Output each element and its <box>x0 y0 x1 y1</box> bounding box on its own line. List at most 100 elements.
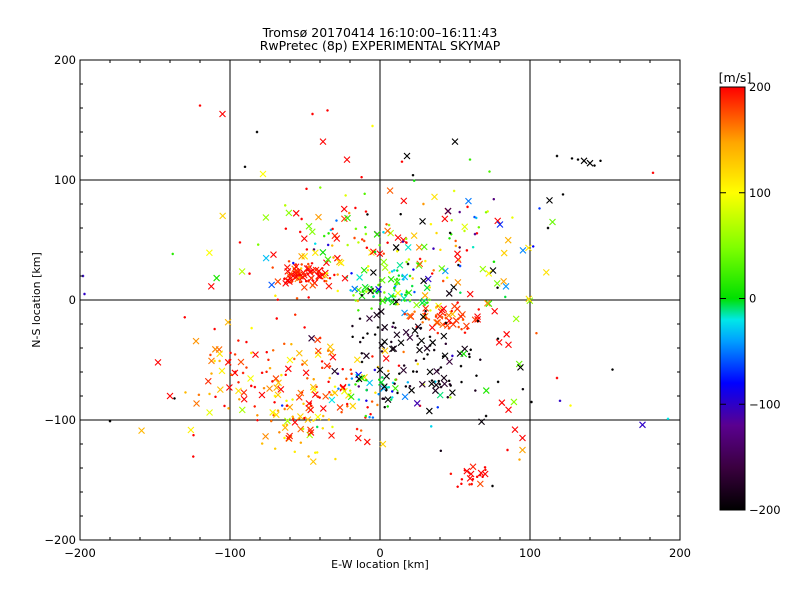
data-point-plus <box>288 272 292 276</box>
data-point-plus <box>444 316 448 320</box>
data-point-plus <box>413 310 416 313</box>
data-point-cross <box>373 231 381 238</box>
data-point-cross <box>467 470 475 478</box>
data-point-plus <box>331 425 334 429</box>
data-point-cross <box>273 384 281 391</box>
data-point-plus <box>439 366 443 369</box>
data-point-cross <box>341 387 348 395</box>
data-point-cross <box>300 283 308 291</box>
data-point-cross <box>423 344 431 352</box>
data-point-plus <box>470 482 473 486</box>
data-point-plus <box>395 283 398 286</box>
data-point-cross <box>295 394 303 401</box>
data-point-plus <box>391 396 394 399</box>
data-point-plus <box>436 331 439 335</box>
data-point-cross <box>421 292 429 299</box>
data-point-cross <box>269 409 277 416</box>
data-point-cross <box>394 289 402 297</box>
data-point-cross <box>262 254 270 262</box>
data-point-plus <box>422 357 426 360</box>
data-point-plus <box>184 391 187 394</box>
data-point-cross <box>216 386 224 394</box>
data-point-plus <box>350 377 354 380</box>
data-point-plus <box>390 270 394 273</box>
data-point-cross <box>449 310 456 318</box>
data-point-plus <box>457 325 460 329</box>
data-point-plus <box>459 291 462 294</box>
data-point-plus <box>444 342 447 346</box>
data-point-cross <box>340 205 348 213</box>
data-point-cross <box>286 403 294 411</box>
data-point-plus <box>367 265 370 268</box>
data-point-plus <box>436 305 439 308</box>
data-point-plus <box>402 364 406 367</box>
data-point-cross <box>376 366 384 374</box>
data-point-cross <box>418 380 426 388</box>
data-point-plus <box>496 337 500 340</box>
data-point-plus <box>253 405 256 408</box>
data-point-cross <box>445 311 453 319</box>
data-point-plus <box>538 207 541 210</box>
data-point-plus <box>413 290 416 294</box>
data-point-plus <box>293 450 296 453</box>
data-point-plus <box>389 398 393 401</box>
data-point-plus <box>363 239 366 243</box>
data-point-cross <box>206 249 213 257</box>
data-point-cross <box>406 312 414 320</box>
data-point-plus <box>360 175 363 179</box>
data-point-cross <box>312 266 320 274</box>
data-point-cross <box>360 266 368 274</box>
data-point-plus <box>396 269 399 272</box>
data-point-plus <box>245 340 248 344</box>
data-point-plus <box>284 373 287 376</box>
data-point-plus <box>387 223 391 227</box>
data-point-plus <box>476 319 480 323</box>
data-point-plus <box>454 239 457 243</box>
x-tick-label: −100 <box>214 546 246 560</box>
colorbar-tick-label: −200 <box>749 503 781 517</box>
data-point-cross <box>305 222 313 230</box>
data-point-plus <box>651 171 655 174</box>
data-point-plus <box>388 271 391 274</box>
data-point-cross <box>286 432 294 440</box>
data-point-plus <box>477 308 480 311</box>
data-point-plus <box>432 269 435 272</box>
data-point-plus <box>411 277 414 280</box>
data-point-cross <box>426 368 434 376</box>
data-point-plus <box>214 395 217 399</box>
data-point-plus <box>331 244 334 247</box>
data-point-plus <box>426 353 429 356</box>
data-point-plus <box>459 364 463 368</box>
data-point-cross <box>294 268 302 276</box>
data-point-cross <box>441 215 449 223</box>
data-point-cross <box>258 391 266 399</box>
data-point-plus <box>371 124 374 128</box>
y-tick-label: −100 <box>44 413 76 427</box>
data-point-cross <box>347 393 355 401</box>
data-point-cross <box>344 214 351 222</box>
data-point-plus <box>479 358 482 361</box>
data-point-plus <box>359 429 363 432</box>
data-point-plus <box>405 260 408 264</box>
data-point-plus <box>488 170 491 173</box>
data-point-plus <box>428 298 431 301</box>
data-point-plus <box>267 358 270 362</box>
data-point-cross <box>376 250 384 258</box>
data-point-plus <box>368 289 372 292</box>
data-point-plus <box>466 205 469 209</box>
data-point-cross <box>549 218 556 226</box>
x-axis-label: E-W location [km] <box>331 558 429 571</box>
data-point-plus <box>294 263 298 266</box>
data-point-cross <box>502 283 510 290</box>
data-point-plus <box>418 257 422 261</box>
data-point-plus <box>352 294 355 297</box>
data-point-plus <box>290 280 293 284</box>
data-point-plus <box>449 396 452 399</box>
data-point-cross <box>284 365 292 373</box>
data-point-plus <box>387 369 390 373</box>
data-point-cross <box>315 213 322 221</box>
data-point-plus <box>381 376 384 379</box>
data-point-cross <box>512 315 520 323</box>
data-point-cross <box>400 366 407 374</box>
data-point-plus <box>386 241 389 244</box>
